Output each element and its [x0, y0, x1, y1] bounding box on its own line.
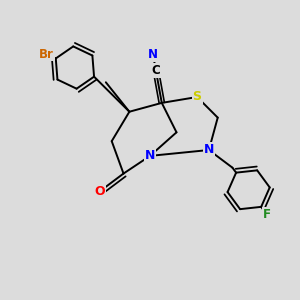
Text: S: S [193, 91, 202, 103]
Text: N: N [204, 143, 214, 157]
Text: N: N [148, 48, 158, 61]
Text: F: F [263, 208, 271, 221]
Text: C: C [152, 64, 160, 77]
Text: O: O [94, 185, 105, 198]
Text: N: N [145, 149, 155, 162]
Text: Br: Br [39, 47, 54, 61]
